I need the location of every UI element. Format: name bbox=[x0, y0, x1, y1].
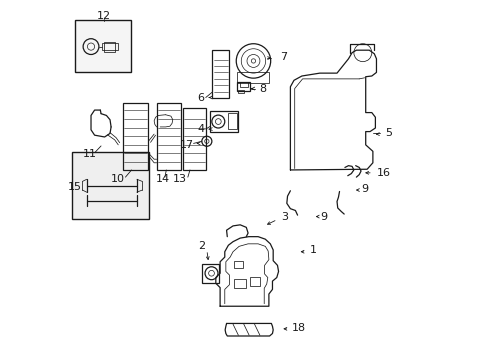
Bar bbox=[238, 90, 244, 93]
Bar bbox=[72, 152, 149, 220]
Text: 18: 18 bbox=[291, 323, 305, 333]
Bar bbox=[156, 103, 181, 170]
Bar bbox=[240, 82, 247, 87]
Bar bbox=[210, 111, 238, 132]
Bar bbox=[104, 41, 115, 51]
Text: 6: 6 bbox=[197, 93, 204, 103]
Text: 10: 10 bbox=[111, 174, 125, 184]
Text: 2: 2 bbox=[198, 241, 205, 251]
Bar bbox=[102, 43, 118, 50]
Text: 9: 9 bbox=[320, 212, 327, 221]
Bar bbox=[237, 72, 268, 83]
Text: 12: 12 bbox=[97, 11, 111, 21]
Text: 14: 14 bbox=[155, 174, 169, 184]
Text: 1: 1 bbox=[309, 245, 316, 255]
Text: 11: 11 bbox=[82, 149, 97, 159]
Text: 9: 9 bbox=[360, 184, 367, 194]
Bar bbox=[228, 113, 237, 130]
Bar bbox=[234, 261, 243, 268]
Bar bbox=[183, 108, 206, 170]
Text: 7: 7 bbox=[279, 52, 286, 62]
Text: 16: 16 bbox=[376, 168, 390, 178]
Bar bbox=[212, 50, 229, 98]
Bar bbox=[236, 82, 250, 91]
Text: 15: 15 bbox=[68, 182, 82, 192]
Bar bbox=[75, 21, 131, 72]
Text: 3: 3 bbox=[281, 212, 287, 221]
Text: 13: 13 bbox=[173, 174, 186, 184]
Text: 4: 4 bbox=[197, 124, 204, 134]
Text: 17: 17 bbox=[180, 140, 194, 150]
Text: 8: 8 bbox=[258, 84, 265, 94]
Bar bbox=[202, 264, 219, 283]
Text: 5: 5 bbox=[384, 129, 391, 138]
Bar bbox=[122, 103, 148, 170]
Bar bbox=[249, 277, 260, 286]
Bar bbox=[234, 279, 245, 288]
